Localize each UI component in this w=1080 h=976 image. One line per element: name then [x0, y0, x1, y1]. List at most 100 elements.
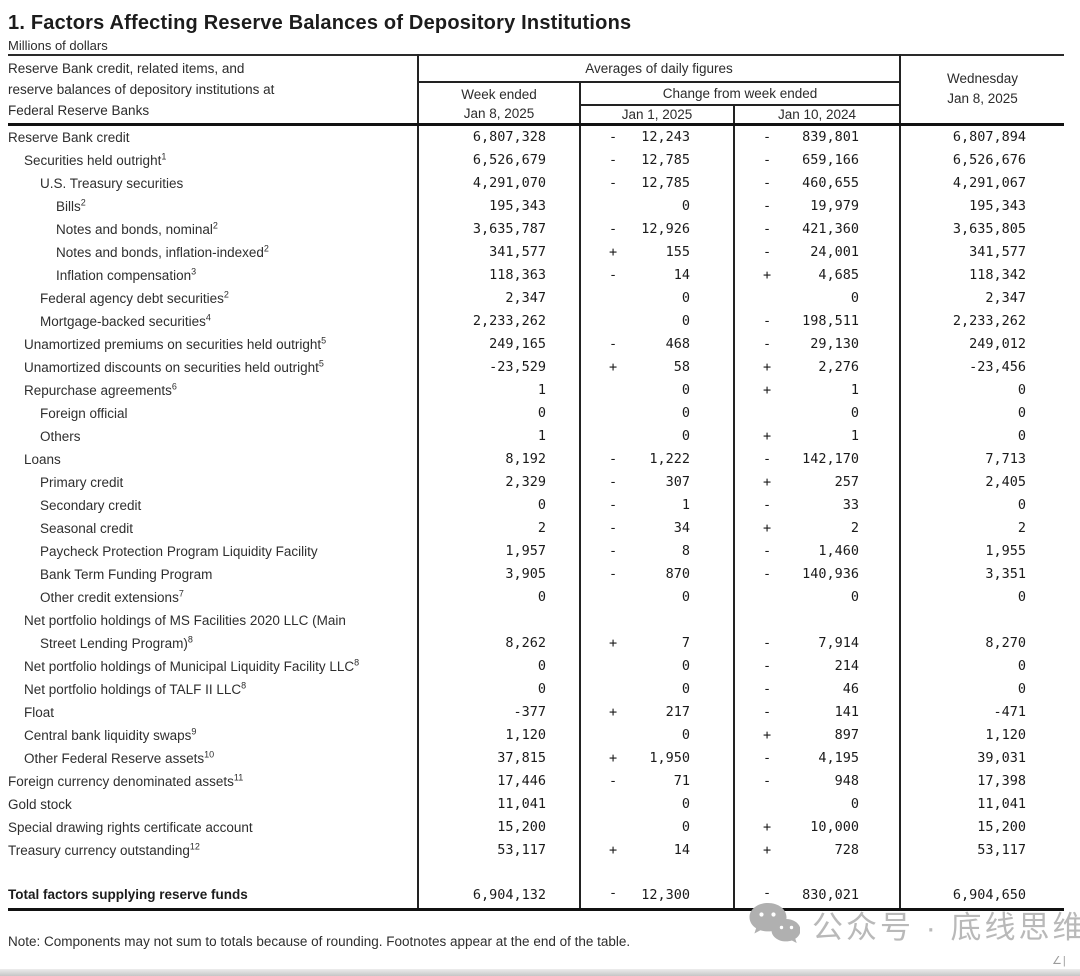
- change-sign: -: [609, 772, 618, 789]
- week-ended-value: 8,192: [417, 447, 580, 471]
- bottom-edge-strip: [0, 969, 1080, 976]
- table-row: Unamortized discounts on securities held…: [8, 355, 1065, 379]
- week-ended-value: 0: [417, 585, 580, 609]
- footnote-superscript: 8: [241, 680, 247, 690]
- change-jan10-value: -7,914: [732, 631, 901, 655]
- table-row: Other credit extensions7 0 0 0 0: [8, 585, 1065, 609]
- week-ended-value: 1: [417, 424, 580, 448]
- wednesday-value: 6,904,650: [899, 881, 1065, 911]
- change-jan10-value: -33: [732, 493, 901, 517]
- change-jan1-value: 0: [579, 792, 734, 816]
- change-jan10-value: -1,460: [732, 539, 901, 563]
- change-jan10-value: +10,000: [732, 815, 901, 839]
- change-sign: -: [609, 450, 618, 467]
- change-sign: +: [763, 473, 772, 490]
- wednesday-value: 8,270: [899, 631, 1065, 655]
- table-row: Net portfolio holdings of TALF II LLC8 0…: [8, 677, 1065, 701]
- week-ended-value: -23,529: [417, 355, 580, 379]
- row-label: Loans: [24, 451, 61, 467]
- change-sign: +: [763, 381, 772, 398]
- change-sign: +: [609, 358, 618, 375]
- change-jan1-value: -468: [579, 332, 734, 356]
- change-sign: -: [609, 128, 618, 145]
- wednesday-value: 118,342: [899, 263, 1065, 287]
- table-row: Repurchase agreements6 1 0 +1 0: [8, 378, 1065, 402]
- row-label: Street Lending Program)8: [40, 634, 193, 651]
- table-row: Bank Term Funding Program 3,905 -870 -14…: [8, 562, 1065, 586]
- table-row: Secondary credit 0 -1 -33 0: [8, 493, 1065, 517]
- footnote-superscript: 12: [189, 841, 200, 851]
- change-jan1-value: -12,785: [579, 148, 734, 172]
- week-ended-value: 37,815: [417, 746, 580, 770]
- stub-line-3: Federal Reserve Banks: [8, 102, 150, 118]
- week-ended-value: 341,577: [417, 240, 580, 264]
- footer-note: Note: Components may not sum to totals b…: [8, 933, 631, 949]
- week-ended-value: 8,262: [417, 631, 580, 655]
- wednesday-value: [899, 861, 1065, 882]
- change-sign: -: [609, 220, 618, 237]
- week-ended-value: 17,446: [417, 769, 580, 793]
- change-jan1-value: 0: [579, 378, 734, 402]
- footnote-superscript: 6: [171, 381, 177, 391]
- change-sign: -: [763, 220, 772, 237]
- wednesday-value: 0: [899, 654, 1065, 678]
- row-label: Others: [40, 428, 81, 444]
- footnote-superscript: 1: [161, 151, 167, 161]
- week-ended-value: 0: [417, 493, 580, 517]
- table-row: Securities held outright1 6,526,679 -12,…: [8, 148, 1065, 172]
- change-jan10-value: 0: [732, 792, 901, 816]
- row-label: Secondary credit: [40, 497, 142, 513]
- wednesday-value: 0: [899, 585, 1065, 609]
- wednesday-value: 6,526,676: [899, 148, 1065, 172]
- table-row: Seasonal credit 2 -34 +2 2: [8, 516, 1065, 540]
- wednesday-value: 341,577: [899, 240, 1065, 264]
- change-jan10-value: -24,001: [732, 240, 901, 264]
- wednesday-label: Wednesday: [946, 71, 1019, 87]
- change-jan1-value: -12,300: [579, 881, 734, 911]
- footnote-superscript: 10: [204, 749, 215, 759]
- table-row: Reserve Bank credit 6,807,328 -12,243 -8…: [8, 124, 1065, 149]
- week-ended-value: 0: [417, 677, 580, 701]
- wednesday-value: -23,456: [899, 355, 1065, 379]
- week-ended-header: Week ended: [461, 86, 537, 102]
- table-row: Paycheck Protection Program Liquidity Fa…: [8, 539, 1065, 563]
- wednesday-value: [899, 608, 1065, 632]
- change-jan1-value: -1,222: [579, 447, 734, 471]
- table-row: Federal agency debt securities2 2,347 0 …: [8, 286, 1065, 310]
- table-row: Street Lending Program)8 8,262 +7 -7,914…: [8, 631, 1065, 655]
- change-jan1-value: 0: [579, 401, 734, 425]
- row-label: Bills2: [56, 197, 86, 214]
- change-sign: +: [763, 519, 772, 536]
- table-row: Net portfolio holdings of MS Facilities …: [8, 608, 1065, 632]
- change-jan1-value: +14: [579, 838, 734, 862]
- change-jan1-value: 0: [579, 585, 734, 609]
- row-label: Other Federal Reserve assets10: [24, 749, 215, 766]
- change-jan1-value: 0: [579, 286, 734, 310]
- change-jan10-value: -948: [732, 769, 901, 793]
- wednesday-value: 0: [899, 401, 1065, 425]
- wednesday-value: 2: [899, 516, 1065, 540]
- row-label: Seasonal credit: [40, 520, 134, 536]
- change-jan10-value: 0: [732, 585, 901, 609]
- change-jan1-value: -8: [579, 539, 734, 563]
- change-jan1-value: +217: [579, 700, 734, 724]
- footnote-superscript: 11: [233, 772, 244, 782]
- change-sign: -: [763, 634, 772, 651]
- change-sign: -: [609, 884, 618, 901]
- change-jan1-value: 0: [579, 424, 734, 448]
- wednesday-value: 4,291,067: [899, 171, 1065, 195]
- table-row: Other Federal Reserve assets10 37,815 +1…: [8, 746, 1065, 770]
- stub-line-2: reserve balances of depository instituti…: [8, 81, 275, 97]
- footnote-superscript: 8: [354, 657, 360, 667]
- change-sign: -: [609, 542, 618, 559]
- wednesday-value: 11,041: [899, 792, 1065, 816]
- change-sign: +: [763, 427, 772, 444]
- change-jan1-value: -34: [579, 516, 734, 540]
- table-row: Total factors supplying reserve funds 6,…: [8, 881, 1065, 911]
- table-header: Reserve Bank credit, related items, and …: [8, 55, 1065, 126]
- footnote-superscript: 2: [212, 220, 218, 230]
- wednesday-value: -471: [899, 700, 1065, 724]
- change-jan10-value: -141: [732, 700, 901, 724]
- row-label: Primary credit: [40, 474, 124, 490]
- row-label: Notes and bonds, nominal2: [56, 220, 218, 237]
